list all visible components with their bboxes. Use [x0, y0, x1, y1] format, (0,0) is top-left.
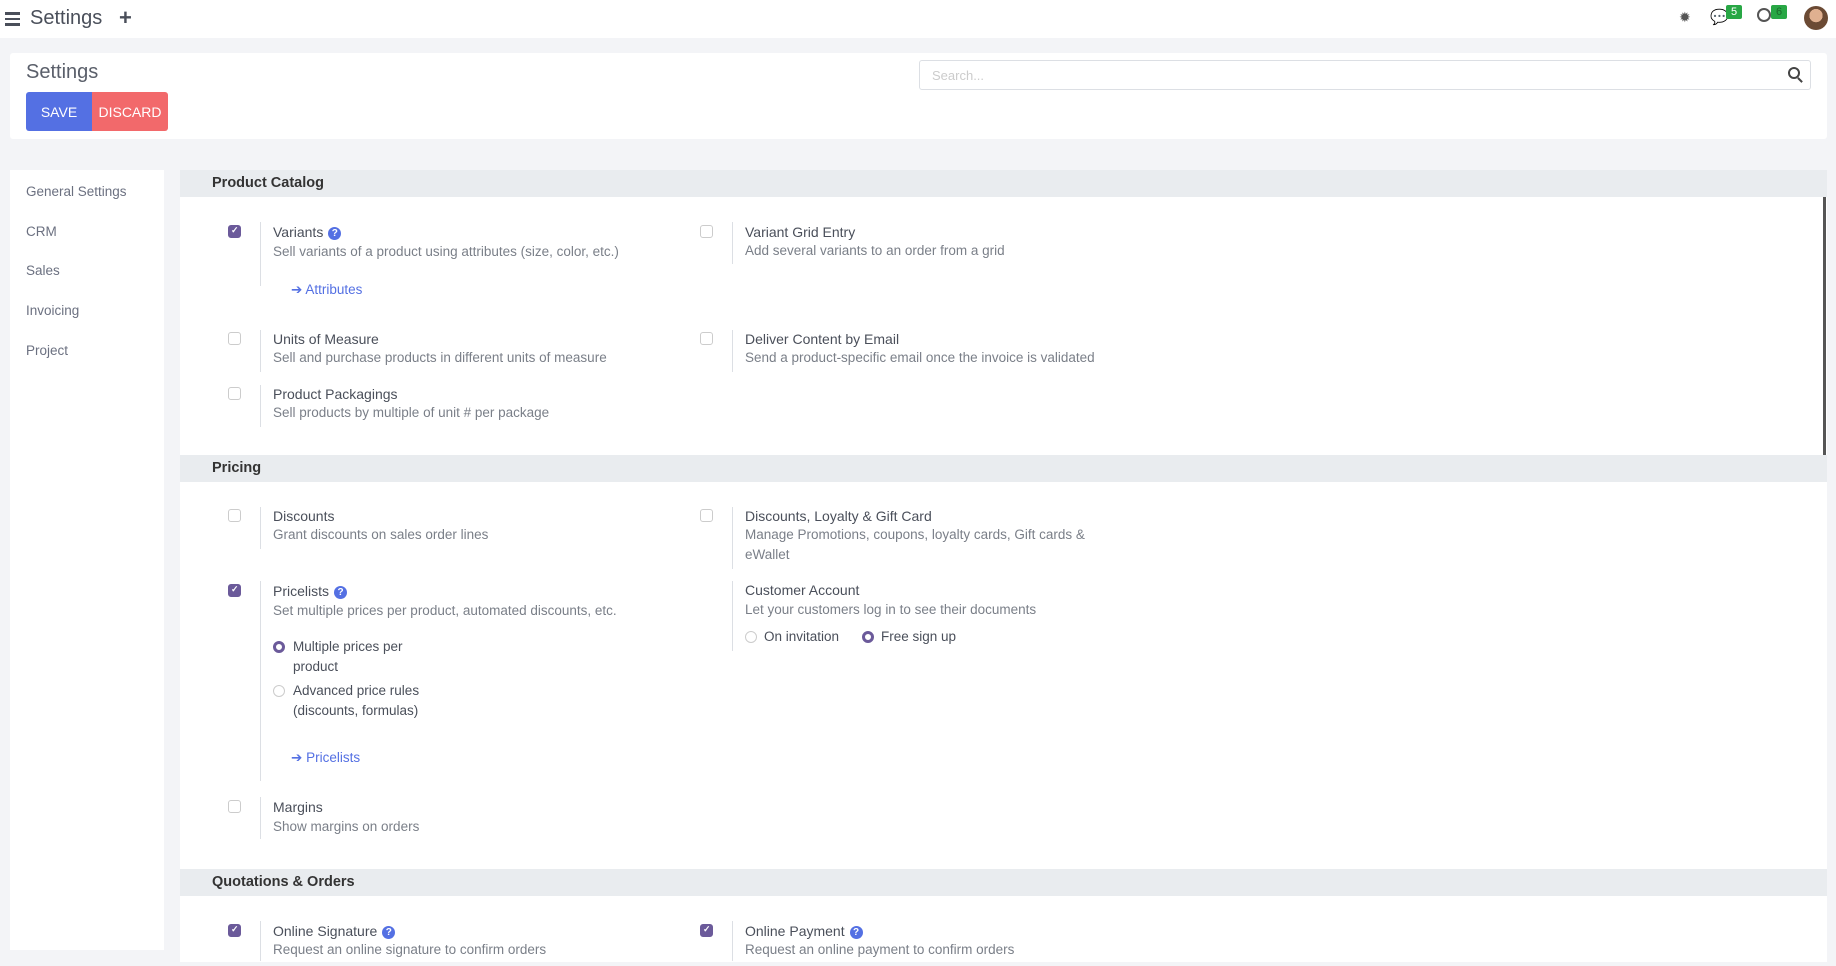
- margins-title: Margins: [273, 799, 323, 815]
- multiple-prices-label-line2: product: [293, 659, 339, 674]
- advanced-rules-label-line2: (discounts, formulas): [293, 703, 419, 718]
- pricelists-checkbox[interactable]: [228, 584, 241, 597]
- app-title: Settings: [30, 7, 103, 29]
- section-header-pricing: Pricing: [180, 455, 1827, 482]
- variant-grid-title: Variant Grid Entry: [745, 224, 856, 240]
- online-payment-checkbox[interactable]: [700, 924, 713, 937]
- discounts-desc: Grant discounts on sales order lines: [273, 527, 489, 542]
- multiple-prices-label-line1: Multiple prices per: [293, 639, 403, 654]
- uom-desc: Sell and purchase products in different …: [273, 350, 607, 365]
- packagings-title: Product Packagings: [273, 386, 398, 402]
- deliver-email-title: Deliver Content by Email: [745, 331, 900, 347]
- loyalty-desc-line1: Manage Promotions, coupons, loyalty card…: [745, 527, 1085, 542]
- divider: [732, 330, 733, 372]
- pricelists-label: Pricelists: [273, 583, 330, 599]
- activities-badge: 6: [1771, 5, 1788, 19]
- scrollbar[interactable]: [1823, 170, 1826, 481]
- pricelists-desc: Set multiple prices per product, automat…: [273, 603, 617, 618]
- sidebar-item-general-settings[interactable]: General Settings: [26, 184, 127, 199]
- sidebar-item-sales[interactable]: Sales: [26, 263, 60, 278]
- multiple-prices-radio[interactable]: [273, 641, 285, 653]
- variants-label: Variants: [273, 224, 324, 240]
- free-signup-label: Free sign up: [881, 629, 957, 644]
- discard-button[interactable]: DISCARD: [92, 92, 168, 131]
- avatar[interactable]: [1804, 6, 1828, 30]
- on-invitation-radio[interactable]: [745, 631, 757, 643]
- divider: [732, 222, 733, 264]
- settings-sidebar: General Settings CRM Sales Invoicing Pro…: [10, 170, 164, 950]
- settings-content: Product Catalog Variants? Sell variants …: [180, 170, 1827, 962]
- plus-icon[interactable]: +: [119, 5, 132, 30]
- online-signature-desc: Request an online signature to confirm o…: [273, 942, 547, 957]
- uom-title: Units of Measure: [273, 331, 379, 347]
- online-payment-label: Online Payment: [745, 923, 845, 939]
- on-invitation-label: On invitation: [764, 629, 840, 644]
- margins-desc: Show margins on orders: [273, 819, 420, 834]
- discounts-checkbox[interactable]: [228, 509, 241, 522]
- divider: [260, 330, 261, 372]
- deliver-email-desc: Send a product-specific email once the i…: [745, 350, 1095, 365]
- sidebar-item-crm[interactable]: CRM: [26, 224, 57, 239]
- divider: [260, 507, 261, 549]
- save-button[interactable]: SAVE: [26, 92, 92, 131]
- variants-title: Variants?: [273, 224, 342, 240]
- packagings-checkbox[interactable]: [228, 387, 241, 400]
- section-header-quotations-orders: Quotations & Orders: [180, 869, 1827, 896]
- divider: [732, 581, 733, 651]
- top-navbar: Settings + ✹ 💬 5 6: [0, 0, 1836, 38]
- customer-account-title: Customer Account: [745, 582, 860, 598]
- divider: [260, 222, 261, 286]
- menu-icon[interactable]: [5, 12, 20, 26]
- section-header-product-catalog: Product Catalog: [180, 170, 1827, 197]
- online-payment-title: Online Payment?: [745, 923, 863, 939]
- divider: [260, 385, 261, 427]
- page-title: Settings: [26, 61, 99, 83]
- sidebar-item-project[interactable]: Project: [26, 343, 69, 358]
- advanced-rules-radio[interactable]: [273, 685, 285, 697]
- online-signature-label: Online Signature: [273, 923, 378, 939]
- deliver-email-checkbox[interactable]: [700, 332, 713, 345]
- free-signup-radio[interactable]: [862, 631, 874, 643]
- online-signature-checkbox[interactable]: [228, 924, 241, 937]
- variant-grid-desc: Add several variants to an order from a …: [745, 243, 1005, 258]
- arrow-right-icon: ➔: [291, 282, 303, 297]
- loyalty-checkbox[interactable]: [700, 509, 713, 522]
- loyalty-desc-line2: eWallet: [745, 547, 790, 562]
- customer-account-desc: Let your customers log in to see their d…: [745, 602, 1037, 617]
- divider: [260, 797, 261, 839]
- discounts-title: Discounts: [273, 508, 335, 524]
- search-icon[interactable]: [1788, 67, 1800, 79]
- divider: [732, 921, 733, 961]
- pricelists-title: Pricelists?: [273, 583, 348, 599]
- attributes-link[interactable]: ➔ Attributes: [291, 282, 362, 298]
- help-icon[interactable]: ?: [382, 926, 396, 939]
- help-icon[interactable]: ?: [849, 926, 863, 939]
- online-payment-desc: Request an online payment to confirm ord…: [745, 942, 1015, 957]
- divider: [260, 921, 261, 961]
- online-signature-title: Online Signature?: [273, 923, 396, 939]
- search-input[interactable]: [919, 60, 1811, 90]
- attributes-link-label: Attributes: [305, 282, 363, 297]
- bug-icon[interactable]: ✹: [1679, 9, 1691, 25]
- variant-grid-checkbox[interactable]: [700, 225, 713, 238]
- variants-checkbox[interactable]: [228, 225, 241, 238]
- help-icon[interactable]: ?: [334, 586, 348, 599]
- uom-checkbox[interactable]: [228, 332, 241, 345]
- packagings-desc: Sell products by multiple of unit # per …: [273, 405, 550, 420]
- variants-desc: Sell variants of a product using attribu…: [273, 244, 619, 259]
- divider: [732, 507, 733, 569]
- loyalty-title: Discounts, Loyalty & Gift Card: [745, 508, 932, 524]
- pricelists-link-label: Pricelists: [306, 750, 361, 765]
- messages-badge: 5: [1726, 5, 1743, 19]
- margins-checkbox[interactable]: [228, 800, 241, 813]
- pricelists-link[interactable]: ➔ Pricelists: [291, 750, 360, 766]
- advanced-rules-label-line1: Advanced price rules: [293, 683, 420, 698]
- chat-icon[interactable]: 💬: [1710, 9, 1729, 26]
- sidebar-item-invoicing[interactable]: Invoicing: [26, 303, 80, 318]
- clock-icon[interactable]: [1757, 8, 1771, 22]
- help-icon[interactable]: ?: [328, 227, 342, 240]
- control-panel: Settings SAVE DISCARD: [10, 53, 1827, 139]
- divider: [260, 581, 261, 781]
- arrow-right-icon: ➔: [291, 750, 303, 765]
